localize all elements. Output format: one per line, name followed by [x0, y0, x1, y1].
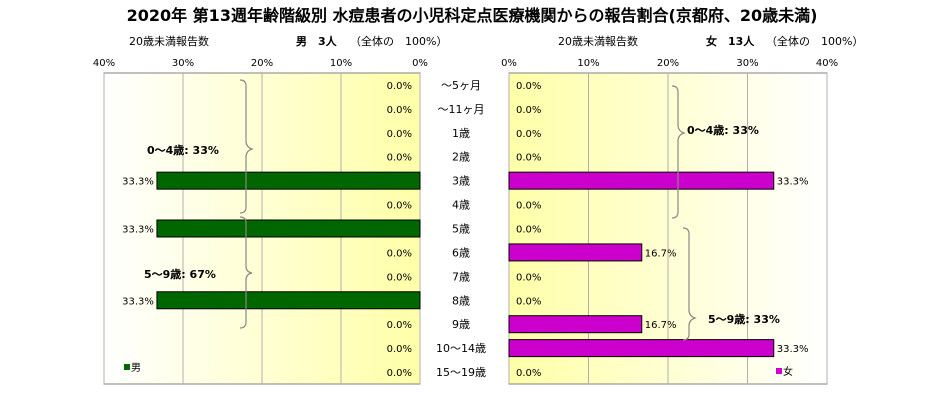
age-category-label: 1歳: [452, 127, 470, 140]
male-data-label: 0.0%: [387, 272, 412, 283]
female-data-label: 0.0%: [516, 201, 541, 212]
right-x-tick-label: 0%: [501, 58, 517, 69]
left-x-tick-label: 40%: [93, 58, 115, 69]
left-x-tick-label: 10%: [330, 58, 352, 69]
male-series: 0.0% 0.0% 0.0% 0.0% 33.3% 0.0% 33.3% 0.0% 0.0% 33…: [122, 81, 421, 379]
age-category-label: 7歳: [452, 270, 470, 283]
age-category-label: 8歳: [452, 294, 470, 307]
left-bracket-5-9: [239, 216, 253, 329]
right-header-share: （全体の 100%）: [766, 34, 863, 48]
left-x-tick-label: 30%: [172, 58, 194, 69]
male-bar: [156, 291, 421, 310]
left-annotation-0-4: 0～4歳: 33%: [147, 143, 219, 157]
female-bar: [508, 339, 775, 358]
female-series: 0.0% 0.0% 0.0% 0.0% 33.3% 0.0% 0.0% 16.7% 0.0% 0.…: [508, 81, 809, 379]
left-bracket-0-4: [239, 79, 254, 214]
right-x-tick-label: 10%: [577, 58, 599, 69]
male-data-label: 0.0%: [387, 248, 412, 259]
left-subtitle: 20歳未満報告数: [129, 35, 209, 48]
male-data-label: 0.0%: [387, 201, 412, 212]
age-category-label: 15～19歳: [436, 366, 486, 379]
female-bar: [508, 315, 643, 334]
female-data-label: 0.0%: [516, 129, 541, 140]
male-data-label: 0.0%: [387, 153, 412, 164]
female-bar: [508, 243, 643, 262]
female-data-label: 0.0%: [516, 153, 541, 164]
age-category-labels: ～5ヶ月 ～11ヶ月 1歳 2歳 3歳 4歳 5歳 6歳 7歳 8歳 9歳 10～14歳 15～19歳: [436, 79, 486, 379]
age-category-label: 4歳: [452, 199, 470, 212]
female-bar: [508, 171, 775, 190]
female-data-label: 0.0%: [516, 225, 541, 236]
male-bar: [156, 219, 421, 238]
female-data-label: 16.7%: [645, 320, 677, 331]
chart-title: 2020年 第13週年齢階級別 水痘患者の小児科定点医療機関からの報告割合(京都…: [127, 6, 818, 25]
age-category-label: 10～14歳: [436, 342, 486, 355]
male-data-label: 0.0%: [387, 320, 412, 331]
male-legend-swatch: [124, 364, 130, 370]
male-data-label: 0.0%: [387, 344, 412, 355]
male-legend-label: 男: [131, 362, 141, 374]
male-data-label: 0.0%: [387, 105, 412, 116]
left-x-tick-label: 0%: [412, 58, 428, 69]
male-data-label: 33.3%: [122, 177, 154, 188]
male-data-label: 33.3%: [122, 225, 154, 236]
female-legend-label: 女: [783, 365, 793, 378]
left-axis-ticks: 40% 30% 20% 10% 0%: [93, 58, 428, 69]
female-data-label: 16.7%: [645, 248, 677, 259]
age-category-label: 3歳: [452, 175, 470, 188]
right-bracket-5-9: [682, 227, 697, 341]
female-legend-swatch: [776, 368, 782, 374]
female-data-label: 0.0%: [516, 81, 541, 92]
right-x-tick-label: 30%: [736, 58, 758, 69]
male-data-label: 0.0%: [387, 129, 412, 140]
right-x-tick-label: 20%: [657, 58, 679, 69]
left-header-count: 男 3人: [296, 34, 338, 48]
right-header-count: 女 13人: [706, 34, 755, 48]
right-annotation-0-4: 0～4歳: 33%: [687, 123, 759, 137]
female-data-label: 0.0%: [516, 105, 541, 116]
age-category-label: 5歳: [452, 223, 470, 236]
female-data-label: 0.0%: [516, 272, 541, 283]
male-data-label: 0.0%: [387, 81, 412, 92]
female-data-label: 33.3%: [777, 344, 809, 355]
female-data-label: 33.3%: [777, 177, 809, 188]
right-x-tick-label: 40%: [816, 58, 838, 69]
age-category-label: 2歳: [452, 151, 470, 164]
right-axis-ticks: 0% 10% 20% 30% 40%: [501, 58, 838, 69]
left-header-share: （全体の 100%）: [350, 34, 447, 48]
female-data-label: 0.0%: [516, 296, 541, 307]
male-bar: [156, 171, 421, 190]
age-category-label: ～11ヶ月: [438, 103, 485, 116]
age-category-label: ～5ヶ月: [441, 79, 481, 92]
left-x-tick-label: 20%: [251, 58, 273, 69]
male-data-label: 33.3%: [122, 296, 154, 307]
right-subtitle: 20歳未満報告数: [558, 35, 638, 48]
male-data-label: 0.0%: [387, 368, 412, 379]
female-data-label: 0.0%: [516, 368, 541, 379]
age-category-label: 6歳: [452, 246, 470, 259]
right-bracket-0-4: [671, 85, 686, 219]
right-annotation-5-9: 5～9歳: 33%: [708, 312, 780, 326]
age-category-label: 9歳: [452, 318, 470, 331]
left-annotation-5-9: 5～9歳: 67%: [144, 267, 216, 281]
